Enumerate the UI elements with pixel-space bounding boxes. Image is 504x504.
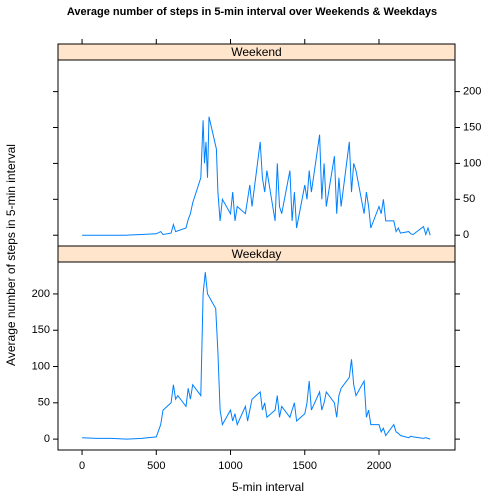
y-tick-label: 100 (463, 157, 481, 169)
line-series (82, 272, 431, 440)
x-axis-label: 5-min interval (232, 480, 304, 494)
y-axis-label: Average number of steps in 5-min interva… (4, 144, 18, 366)
strip-label: Weekend (231, 45, 281, 59)
chart-title: Average number of steps in 5-min interva… (67, 6, 437, 18)
y-tick-label: 0 (463, 229, 469, 241)
x-tick-label: 500 (147, 460, 165, 472)
panel (57, 59, 456, 247)
y-tick-label: 200 (32, 288, 50, 300)
y-tick-label: 50 (463, 193, 475, 205)
x-tick-label: 0 (79, 460, 85, 472)
x-tick-label: 2000 (367, 460, 391, 472)
y-tick-label: 150 (32, 324, 50, 336)
x-tick-label: 1500 (293, 460, 317, 472)
x-tick-label: 1000 (218, 460, 242, 472)
line-series (82, 116, 431, 237)
y-tick-label: 100 (32, 360, 50, 372)
y-tick-label: 50 (38, 397, 50, 409)
y-tick-label: 150 (463, 121, 481, 133)
y-tick-label: 200 (463, 86, 481, 98)
panel (57, 261, 456, 451)
y-tick-label: 0 (44, 433, 50, 445)
strip-label: Weekday (232, 247, 282, 261)
